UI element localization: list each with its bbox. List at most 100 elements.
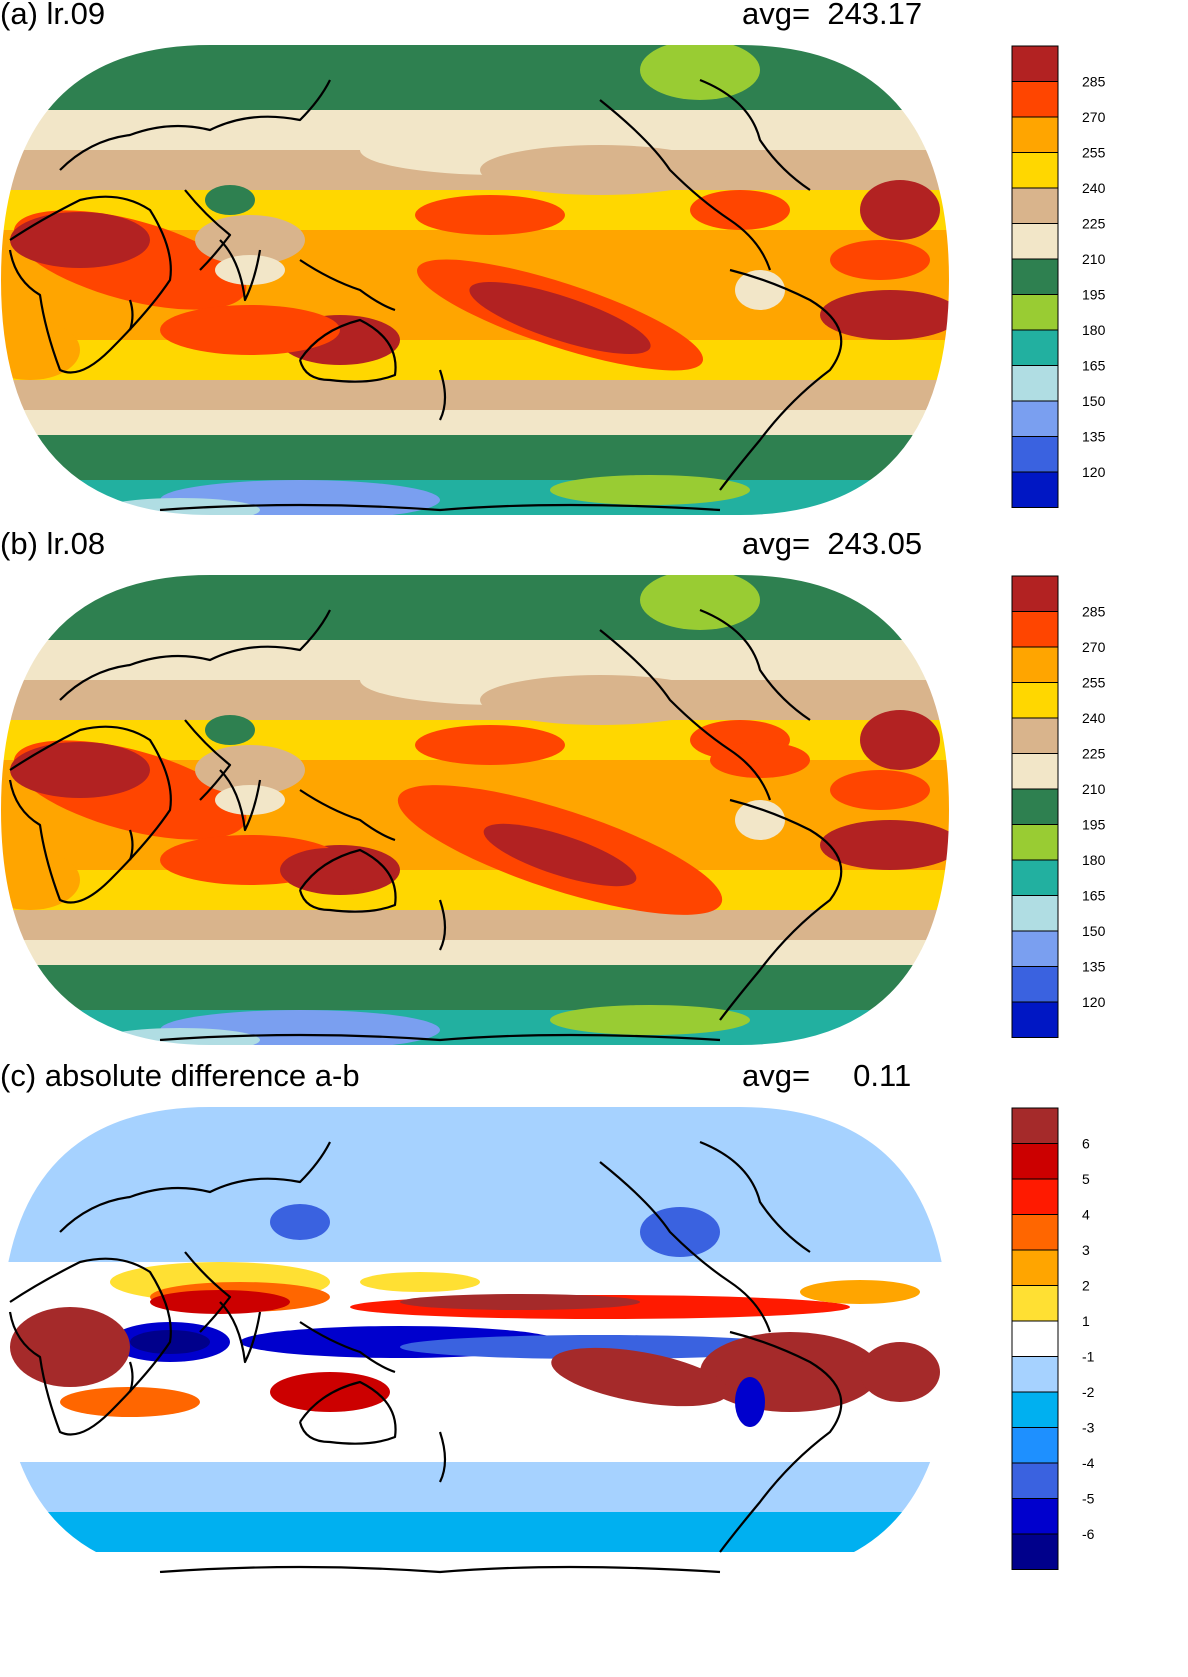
coastline-segment — [599, 1161, 772, 1333]
coastlines — [8, 78, 843, 512]
colorbar-swatch — [1011, 223, 1059, 260]
colorbar-swatch — [1011, 1285, 1059, 1322]
field-region — [270, 1372, 390, 1412]
field-region — [10, 212, 150, 268]
coastlines — [8, 1140, 843, 1574]
field-region — [480, 675, 720, 725]
colorbar-swatch — [1011, 1533, 1059, 1570]
latitude-band — [0, 574, 950, 640]
colorbar-swatch — [1011, 682, 1059, 719]
avg-value: 243.05 — [827, 526, 923, 561]
field-region — [160, 305, 340, 355]
colorbar-tick-label: 4 — [1082, 1207, 1090, 1223]
latitude-band — [0, 44, 950, 110]
field-region — [820, 290, 950, 340]
avg-label: avg= — [742, 0, 811, 31]
field-region — [640, 574, 760, 630]
colorbar-swatch — [1011, 471, 1059, 508]
colorbar-tick-label: 6 — [1082, 1136, 1090, 1152]
colorbar-tick-label: 3 — [1082, 1242, 1090, 1258]
panel-a: (a) lr.09 avg= 243.17 285 270 255 240 225 210… — [0, 0, 1188, 530]
colorbar-swatch — [1011, 152, 1059, 189]
colorbar-tick-label: 255 — [1082, 145, 1106, 161]
coastline-segment — [184, 719, 232, 801]
coastline-segment — [159, 1033, 721, 1042]
colorbar-tick-label: 285 — [1082, 74, 1106, 90]
colorbar-swatch — [1011, 646, 1059, 683]
coastline-segment — [719, 1330, 843, 1553]
colorbar-swatch — [1011, 824, 1059, 861]
coastline-segment — [719, 798, 843, 1021]
coastline-segment — [438, 369, 447, 421]
coastline-segment — [438, 1431, 447, 1483]
field-region — [640, 1207, 720, 1257]
coastline-segment — [299, 1321, 396, 1374]
field-region — [830, 770, 930, 810]
field-region — [830, 240, 930, 280]
colorbar: 6 5 4 3 2 1 -1 -2 -3 -4 -5 -6 — [1011, 1107, 1095, 1570]
coastline-segment — [59, 79, 331, 171]
colorbar-swatch — [1011, 116, 1059, 153]
colorbar-swatch — [1011, 1107, 1059, 1144]
field-region — [360, 1272, 480, 1292]
field-region — [215, 255, 285, 285]
coastline-segment — [159, 503, 721, 512]
colorbar-swatch — [1011, 1498, 1059, 1535]
coastline-segment — [298, 318, 397, 383]
coastlines — [8, 608, 843, 1042]
field-region — [100, 1028, 260, 1046]
map-field — [0, 44, 950, 516]
colorbar-swatch — [1011, 1356, 1059, 1393]
colorbar-swatch — [1011, 294, 1059, 331]
colorbar-tick-label: 255 — [1082, 675, 1106, 691]
colorbar-tick-label: 135 — [1082, 429, 1106, 445]
field-region — [60, 1387, 200, 1417]
colorbar: 285 270 255 240 225 210 195 180 165 150 135 120 — [1011, 45, 1106, 508]
coastline-segment — [699, 78, 811, 191]
colorbar-swatch — [1011, 81, 1059, 118]
avg-value: 0.11 — [853, 1058, 912, 1093]
colorbar-tick-label: 150 — [1082, 923, 1106, 939]
field-region — [690, 190, 790, 230]
colorbar-swatch — [1011, 1391, 1059, 1428]
coastline-segment — [159, 1565, 721, 1574]
field-region — [820, 820, 950, 870]
field-region — [270, 1204, 330, 1240]
colorbar-tick-label: 225 — [1082, 746, 1106, 762]
latitude-band — [0, 435, 950, 480]
field-region — [400, 1294, 640, 1310]
field-region — [10, 742, 150, 798]
colorbar-swatch — [1011, 436, 1059, 473]
field-region — [10, 1307, 130, 1387]
colorbar-tick-label: 165 — [1082, 358, 1106, 374]
panel-title: (b) lr.08 — [0, 526, 106, 561]
coastline-segment — [719, 268, 843, 491]
colorbar-swatch — [1011, 575, 1059, 612]
colorbar-tick-label: 270 — [1082, 639, 1106, 655]
coastline-segment — [599, 629, 772, 801]
field-region — [800, 1280, 920, 1304]
colorbar-swatch — [1011, 788, 1059, 825]
latitude-band — [0, 380, 950, 410]
field-region — [640, 44, 760, 100]
panel-average: avg= 243.17 — [742, 0, 922, 32]
colorbar-tick-label: -3 — [1082, 1420, 1095, 1436]
latitude-band — [0, 1106, 950, 1262]
map-outline — [0, 573, 950, 1047]
colorbar-tick-label: 195 — [1082, 287, 1106, 303]
panel-title: (a) lr.09 — [0, 0, 106, 31]
colorbar-tick-label: 135 — [1082, 959, 1106, 975]
panel-c: (c) absolute difference a-b avg= 0.11 6 5… — [0, 1058, 1188, 1592]
avg-label: avg= — [742, 526, 811, 561]
colorbar-swatch — [1011, 1143, 1059, 1180]
panel-title: (c) absolute difference a-b — [0, 1058, 360, 1093]
coastline-segment — [699, 1140, 811, 1253]
panel-average: avg= 0.11 — [742, 1058, 911, 1094]
colorbar-tick-label: 225 — [1082, 216, 1106, 232]
field-region — [860, 180, 940, 240]
coastline-segment — [298, 1380, 397, 1445]
panel-average: avg= 243.05 — [742, 526, 922, 562]
colorbar-swatch — [1011, 258, 1059, 295]
field-region — [480, 145, 720, 195]
coastline-segment — [128, 1361, 134, 1393]
